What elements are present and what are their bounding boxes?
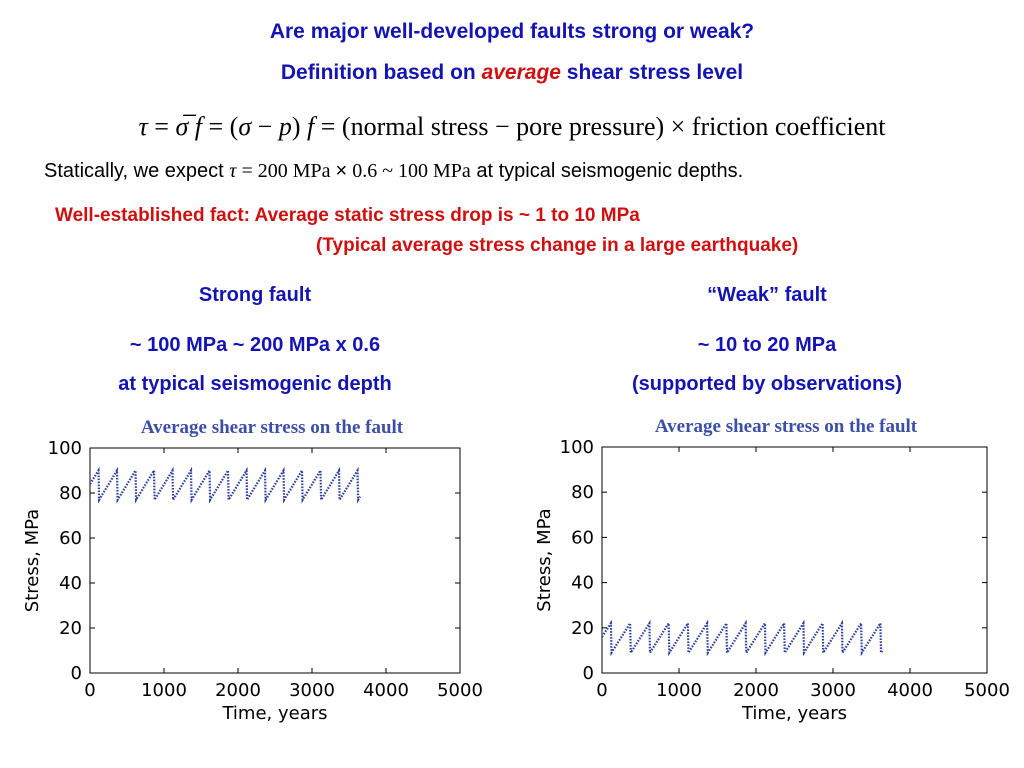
y-tick-label: 0 (71, 663, 82, 684)
x-tick-label: 1000 (656, 680, 702, 701)
equation-f2: f (307, 112, 315, 141)
y-tick-label: 0 (583, 663, 594, 684)
weak-fault-heading: “Weak” fault (707, 284, 827, 306)
equation-minus: − (251, 112, 279, 141)
x-axis-label: Time, years (221, 703, 327, 724)
equation-words: = (normal stress − pore pressure) × fric… (314, 112, 886, 141)
weak-fault-note: (supported by observations) (631, 373, 903, 395)
slide-subtitle: Definition based on average shear stress… (0, 61, 1024, 85)
x-tick-label: 3000 (289, 680, 335, 701)
x-tick-label: 3000 (810, 680, 856, 701)
equation-p: p (278, 112, 292, 141)
y-axis-label: Stress, MPa (22, 509, 43, 612)
y-tick-label: 100 (48, 438, 82, 459)
fact-line-2: (Typical average stress change in a larg… (316, 235, 799, 256)
y-axis-label: Stress, MPa (534, 508, 555, 611)
static-tau: τ (229, 160, 237, 182)
subtitle-prefix: Definition based on (280, 61, 482, 84)
y-tick-label: 20 (571, 618, 594, 639)
x-tick-label: 4000 (887, 680, 933, 701)
x-axis-label: Time, years (741, 703, 847, 724)
static-expectation: Statically, we expect τ = 200 MPa × 0.6 … (44, 160, 743, 183)
x-tick-label: 4000 (363, 680, 409, 701)
strong-fault-value: ~ 100 MPa ~ 200 MPa x 0.6 (129, 334, 381, 356)
equation-sigma-bar: σ̅ (175, 112, 189, 141)
equation-eq2: = ( (202, 112, 239, 141)
subtitle-suffix: shear stress level (560, 61, 744, 84)
weak-fault-value: ~ 10 to 20 MPa (697, 334, 837, 356)
equation-eq1: = (147, 112, 176, 141)
x-tick-label: 5000 (964, 680, 1010, 701)
stress-series-line (89, 466, 362, 504)
y-tick-label: 20 (59, 618, 82, 639)
strong-fault-heading: Strong fault (198, 284, 312, 306)
x-tick-label: 0 (84, 680, 95, 701)
y-tick-label: 40 (59, 573, 82, 594)
chart-title: Average shear stress on the fault (655, 416, 918, 437)
strong-fault-depth: at typical seismogenic depth (118, 373, 392, 395)
x-tick-label: 1000 (141, 680, 187, 701)
x-tick-label: 2000 (733, 680, 779, 701)
equation-tau: τ (138, 112, 148, 141)
y-tick-label: 40 (571, 573, 594, 594)
static-times: × (335, 160, 348, 182)
equation-f1: f (188, 112, 203, 141)
fact-line-1: Well-established fact: Average static st… (55, 205, 640, 226)
plot-frame (601, 446, 988, 674)
y-tick-label: 80 (571, 482, 594, 503)
chart-title: Average shear stress on the fault (141, 417, 404, 438)
static-formula2: 0.6 ~ 100 MPa (347, 160, 471, 182)
y-tick-label: 100 (560, 437, 594, 458)
static-prefix: Statically, we expect (44, 160, 230, 182)
y-tick-label: 60 (571, 527, 594, 548)
stress-series-line (601, 619, 885, 657)
y-tick-label: 80 (59, 483, 82, 504)
x-tick-label: 2000 (215, 680, 261, 701)
static-suffix: at typical seismogenic depths. (470, 160, 744, 182)
plot-frame (89, 447, 461, 674)
x-tick-label: 5000 (437, 680, 483, 701)
stress-equation: τ = σ̅ f = (σ − p) f = (normal stress − … (30, 112, 994, 142)
equation-sigma: σ (238, 112, 252, 141)
slide-title: Are major well-developed faults strong o… (269, 20, 755, 43)
subtitle-emphasis: average (481, 61, 561, 84)
equation-close: ) (291, 112, 308, 141)
x-tick-label: 0 (596, 680, 607, 701)
static-formula: = 200 MPa (236, 160, 336, 182)
y-tick-label: 60 (59, 528, 82, 549)
